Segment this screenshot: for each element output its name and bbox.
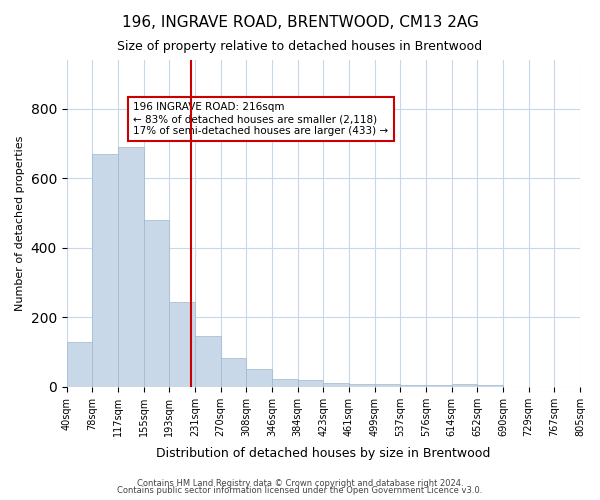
Bar <box>426 385 452 387</box>
Bar <box>92 154 118 387</box>
Bar <box>247 370 272 387</box>
Bar <box>400 385 426 387</box>
Bar <box>118 147 143 387</box>
Bar <box>272 379 298 387</box>
Bar <box>195 336 221 387</box>
X-axis label: Distribution of detached houses by size in Brentwood: Distribution of detached houses by size … <box>156 447 491 460</box>
Bar <box>67 342 92 387</box>
Text: Size of property relative to detached houses in Brentwood: Size of property relative to detached ho… <box>118 40 482 53</box>
Text: 196, INGRAVE ROAD, BRENTWOOD, CM13 2AG: 196, INGRAVE ROAD, BRENTWOOD, CM13 2AG <box>122 15 478 30</box>
Bar <box>323 384 349 387</box>
Bar <box>374 384 400 387</box>
Bar <box>349 384 374 387</box>
Bar <box>169 302 195 387</box>
Bar <box>478 385 503 387</box>
Bar <box>298 380 323 387</box>
Bar <box>221 358 247 387</box>
Bar <box>452 384 478 387</box>
Text: 196 INGRAVE ROAD: 216sqm
← 83% of detached houses are smaller (2,118)
17% of sem: 196 INGRAVE ROAD: 216sqm ← 83% of detach… <box>133 102 389 136</box>
Text: Contains public sector information licensed under the Open Government Licence v3: Contains public sector information licen… <box>118 486 482 495</box>
Text: Contains HM Land Registry data © Crown copyright and database right 2024.: Contains HM Land Registry data © Crown c… <box>137 478 463 488</box>
Y-axis label: Number of detached properties: Number of detached properties <box>15 136 25 311</box>
Bar <box>143 220 169 387</box>
